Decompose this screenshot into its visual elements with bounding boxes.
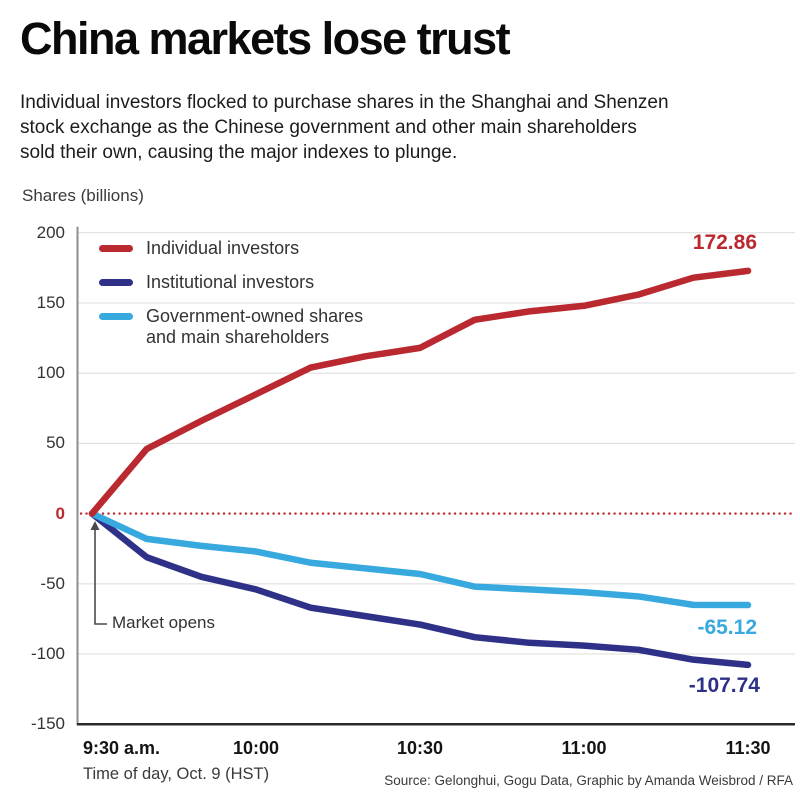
legend-label-government-shares: Government-owned shares and main shareho… xyxy=(146,306,364,347)
series-line-government-owned-shares xyxy=(88,510,752,609)
series-line-institutional-investors xyxy=(88,510,752,669)
y-axis-units-label: Shares (billions) xyxy=(22,186,144,205)
x-tick-10:30: 10:30 xyxy=(396,738,444,758)
x-axis-title: Time of day, Oct. 9 (HST) xyxy=(83,765,270,783)
value-label-government-shares: -65.12 xyxy=(697,616,757,639)
x-tick-11:30: 11:30 xyxy=(725,738,771,758)
chart-legend: Individual investors Institutional inves… xyxy=(99,238,366,361)
value-label-institutional-investors: -107.74 xyxy=(688,674,760,697)
source-credit: Source: Gelonghui, Gogu Data, Graphic by… xyxy=(384,773,793,788)
legend-swatch-government-shares xyxy=(99,313,133,320)
legend-item-institutional-investors: Institutional investors xyxy=(99,272,366,293)
x-tick-10:00: 10:00 xyxy=(232,738,280,758)
y-tick-50: 50 xyxy=(46,433,65,453)
y-tick--50: -50 xyxy=(40,573,65,593)
y-tick-150: 150 xyxy=(36,292,65,312)
series-line-individual-investors xyxy=(88,267,752,517)
legend-swatch-individual-investors xyxy=(99,245,133,252)
subtitle-line-2: stock exchange as the Chinese government… xyxy=(20,117,637,138)
market-opens-arrowhead xyxy=(90,521,100,530)
subtitle-line-1: Individual investors flocked to purchase… xyxy=(20,92,669,113)
market-opens-arrow xyxy=(94,529,107,625)
value-label-individual-investors: 172.86 xyxy=(692,231,757,254)
x-tick-11:00: 11:00 xyxy=(561,738,607,758)
y-tick--100: -100 xyxy=(30,644,65,664)
subtitle-line-3: sold their own, causing the major indexe… xyxy=(20,142,458,163)
legend-item-government-shares: Government-owned shares and main shareho… xyxy=(99,306,366,348)
y-tick-0: 0 xyxy=(55,503,65,523)
legend-label-institutional-investors: Institutional investors xyxy=(146,272,315,292)
legend-swatch-institutional-investors xyxy=(99,279,133,286)
legend-label-individual-investors: Individual investors xyxy=(146,238,300,258)
legend-item-individual-investors: Individual investors xyxy=(99,238,366,259)
market-opens-annotation: Market opens xyxy=(112,613,215,632)
y-tick-200: 200 xyxy=(36,222,65,242)
page-subtitle: Individual investors flocked to purchase… xyxy=(20,90,669,165)
y-tick--150: -150 xyxy=(30,714,65,734)
x-tick-9:30: 9:30 a.m. xyxy=(83,738,161,758)
page-title: China markets lose trust xyxy=(20,13,511,64)
y-tick-100: 100 xyxy=(36,363,65,383)
